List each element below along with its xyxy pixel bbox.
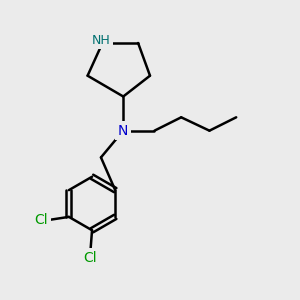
Text: N: N [118, 124, 128, 138]
Text: Cl: Cl [34, 213, 48, 227]
Text: Cl: Cl [84, 251, 98, 265]
Text: NH: NH [92, 34, 110, 46]
